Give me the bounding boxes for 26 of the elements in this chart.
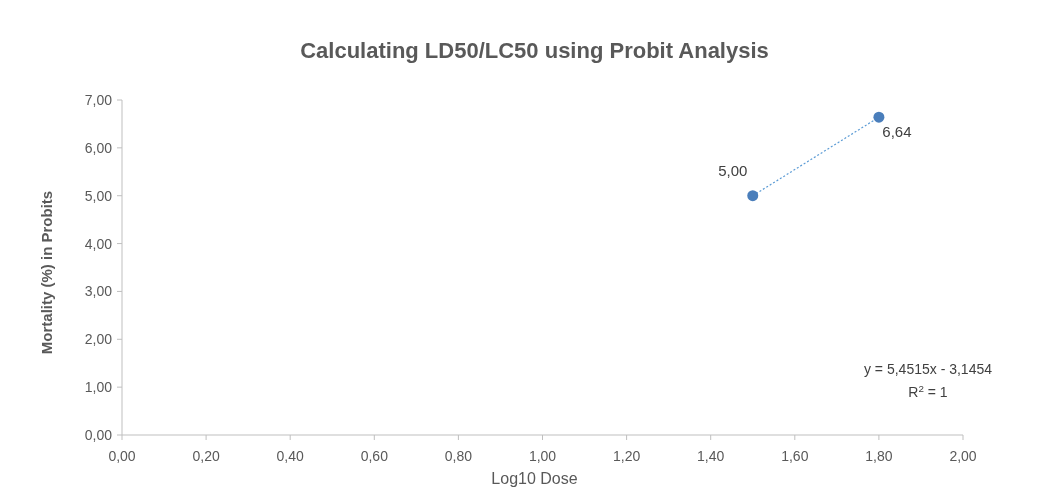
y-tick-label: 7,00 bbox=[84, 92, 113, 108]
y-tick-label: 3,00 bbox=[84, 283, 113, 300]
x-tick-label: 0,20 bbox=[192, 448, 220, 464]
x-tick-label: 1,80 bbox=[865, 448, 893, 464]
x-tick-label: 0,00 bbox=[108, 448, 136, 464]
data-label: 6,64 bbox=[882, 123, 912, 141]
y-tick-label: 0,00 bbox=[84, 427, 113, 443]
data-label: 5,00 bbox=[718, 161, 748, 179]
annotation: y = 5,4515x - 3,1454 bbox=[863, 361, 993, 377]
y-tick-label: 1,00 bbox=[84, 379, 113, 396]
y-tick-label: 5,00 bbox=[84, 187, 113, 204]
chart-title: Calculating LD50/LC50 using Probit Analysis bbox=[300, 38, 769, 63]
y-tick-label: 2,00 bbox=[84, 331, 113, 348]
x-tick-label: 0,80 bbox=[444, 448, 473, 464]
y-axis-title: Mortality (%) in Probits bbox=[38, 190, 55, 355]
annotation: R$^{2}$ = 1 bbox=[908, 382, 948, 400]
x-axis-title: Log10 Dose bbox=[491, 470, 578, 487]
x-tick-label: 0,60 bbox=[360, 448, 389, 464]
x-tick-label: 1,40 bbox=[697, 448, 725, 464]
x-tick-label: 1,20 bbox=[612, 448, 641, 464]
y-tick-label: 6,00 bbox=[84, 139, 113, 156]
x-tick-label: 0,40 bbox=[276, 448, 305, 464]
x-tick-label: 1,00 bbox=[528, 448, 557, 464]
y-tick-label: 4,00 bbox=[84, 235, 113, 252]
x-tick-label: 1,60 bbox=[781, 448, 809, 464]
x-tick-label: 2,00 bbox=[949, 448, 977, 464]
